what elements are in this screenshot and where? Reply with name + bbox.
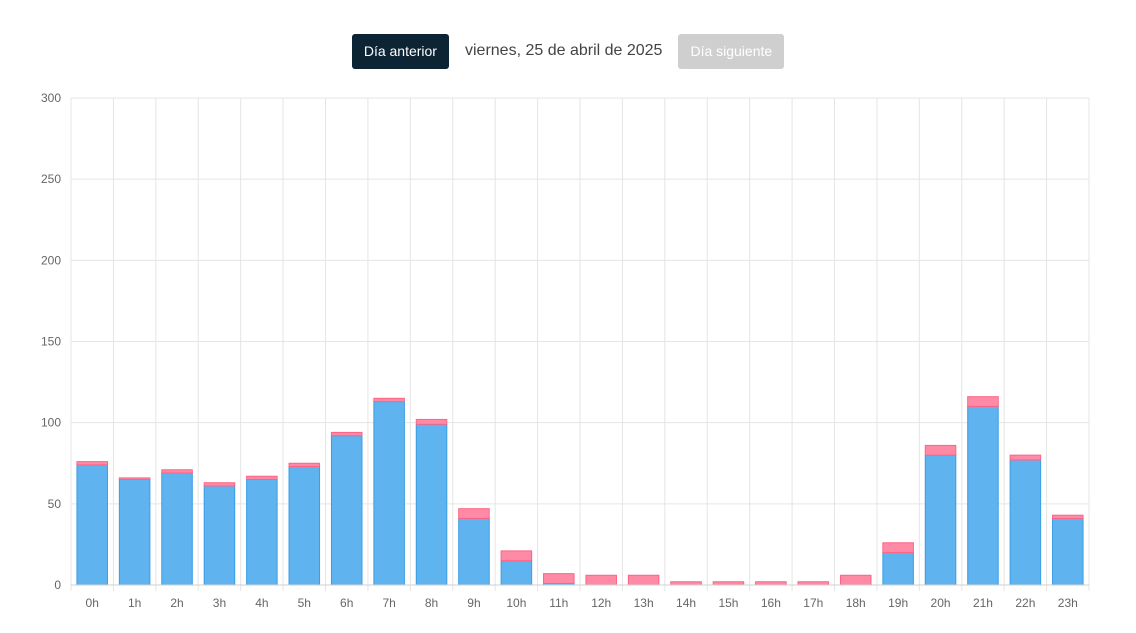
y-tick-label: 300 xyxy=(41,91,61,105)
bar-series-pink-7h[interactable] xyxy=(373,397,405,403)
bar-series-pink-13h[interactable] xyxy=(627,574,660,586)
x-tick-label: 0h xyxy=(86,596,99,610)
bar-series-pink-18h[interactable] xyxy=(839,574,872,586)
bar-series-blue-20h[interactable] xyxy=(924,454,957,586)
bar-series-blue-8h[interactable] xyxy=(415,423,448,586)
bar-series-blue-19h[interactable] xyxy=(882,552,914,586)
bar-series-pink-12h[interactable] xyxy=(585,574,617,586)
current-date-label: viernes, 25 de abril de 2025 xyxy=(464,42,663,59)
x-tick-label: 3h xyxy=(213,596,226,610)
bar-series-blue-3h[interactable] xyxy=(203,485,236,586)
x-tick-label: 7h xyxy=(382,596,395,610)
bar-series-blue-9h[interactable] xyxy=(458,517,490,586)
bar-series-blue-2h[interactable] xyxy=(161,472,193,586)
x-tick-label: 16h xyxy=(761,596,781,610)
bar-series-blue-10h[interactable] xyxy=(500,560,533,586)
x-tick-label: 21h xyxy=(973,596,993,610)
x-tick-label: 15h xyxy=(718,596,738,610)
bar-series-pink-4h[interactable] xyxy=(246,475,278,480)
bar-series-pink-22h[interactable] xyxy=(1009,454,1042,461)
x-tick-label: 10h xyxy=(506,596,526,610)
bar-series-blue-7h[interactable] xyxy=(373,401,405,586)
bar-series-blue-4h[interactable] xyxy=(246,478,278,586)
bar-series-pink-3h[interactable] xyxy=(203,482,236,487)
x-tick-label: 2h xyxy=(170,596,183,610)
bar-series-pink-11h[interactable] xyxy=(543,573,575,584)
y-tick-label: 250 xyxy=(41,172,61,186)
x-tick-label: 13h xyxy=(634,596,654,610)
bar-series-pink-1h[interactable] xyxy=(118,477,151,480)
bar-series-pink-21h[interactable] xyxy=(967,396,999,407)
previous-day-button[interactable]: Día anterior xyxy=(351,33,449,69)
y-tick-label: 200 xyxy=(41,253,61,267)
bar-series-blue-0h[interactable] xyxy=(76,464,108,586)
bar-series-pink-6h[interactable] xyxy=(330,431,363,437)
axes: 0 50 100 150 200 250 300 0h 1h 2h 3h 4h 5h 6h 7h 8h 9h 10… xyxy=(41,91,1089,610)
x-tick-label: 12h xyxy=(591,596,611,610)
x-tick-label: 1h xyxy=(128,596,141,610)
bar-series-pink-2h[interactable] xyxy=(161,469,193,474)
bar-series-blue-1h[interactable] xyxy=(118,478,151,586)
y-tick-label: 100 xyxy=(41,416,61,430)
x-tick-label: 18h xyxy=(846,596,866,610)
bar-series-pink-23h[interactable] xyxy=(1052,514,1084,519)
bar-series-pink-0h[interactable] xyxy=(76,461,108,466)
y-tick-label: 0 xyxy=(54,578,61,592)
x-tick-label: 19h xyxy=(888,596,908,610)
x-tick-label: 23h xyxy=(1058,596,1078,610)
x-tick-label: 11h xyxy=(549,596,568,610)
y-tick-label: 150 xyxy=(41,335,61,349)
x-tick-label: 17h xyxy=(803,596,823,610)
bar-series-pink-20h[interactable] xyxy=(924,444,957,456)
bar-series-pink-8h[interactable] xyxy=(415,418,448,425)
bars xyxy=(76,396,1084,586)
x-tick-label: 22h xyxy=(1015,596,1035,610)
bar-series-blue-23h[interactable] xyxy=(1052,517,1084,586)
x-tick-label: 9h xyxy=(467,596,480,610)
bar-series-blue-21h[interactable] xyxy=(967,405,999,586)
x-tick-label: 20h xyxy=(931,596,951,610)
y-tick-label: 50 xyxy=(48,497,62,511)
bar-series-pink-9h[interactable] xyxy=(458,508,490,519)
x-tick-label: 14h xyxy=(676,596,696,610)
next-day-button[interactable]: Día siguiente xyxy=(678,33,785,69)
x-tick-label: 4h xyxy=(255,596,268,610)
bar-series-blue-5h[interactable] xyxy=(288,465,321,586)
bar-series-pink-19h[interactable] xyxy=(882,542,914,554)
x-tick-label: 8h xyxy=(425,596,438,610)
bar-series-pink-5h[interactable] xyxy=(288,462,321,467)
bar-series-blue-22h[interactable] xyxy=(1009,459,1042,586)
x-tick-label: 6h xyxy=(340,596,353,610)
bar-series-blue-6h[interactable] xyxy=(330,435,363,586)
x-tick-label: 5h xyxy=(298,596,311,610)
bar-series-pink-10h[interactable] xyxy=(500,550,533,562)
date-navigation: Día anterior viernes, 25 de abril de 202… xyxy=(0,33,1136,69)
